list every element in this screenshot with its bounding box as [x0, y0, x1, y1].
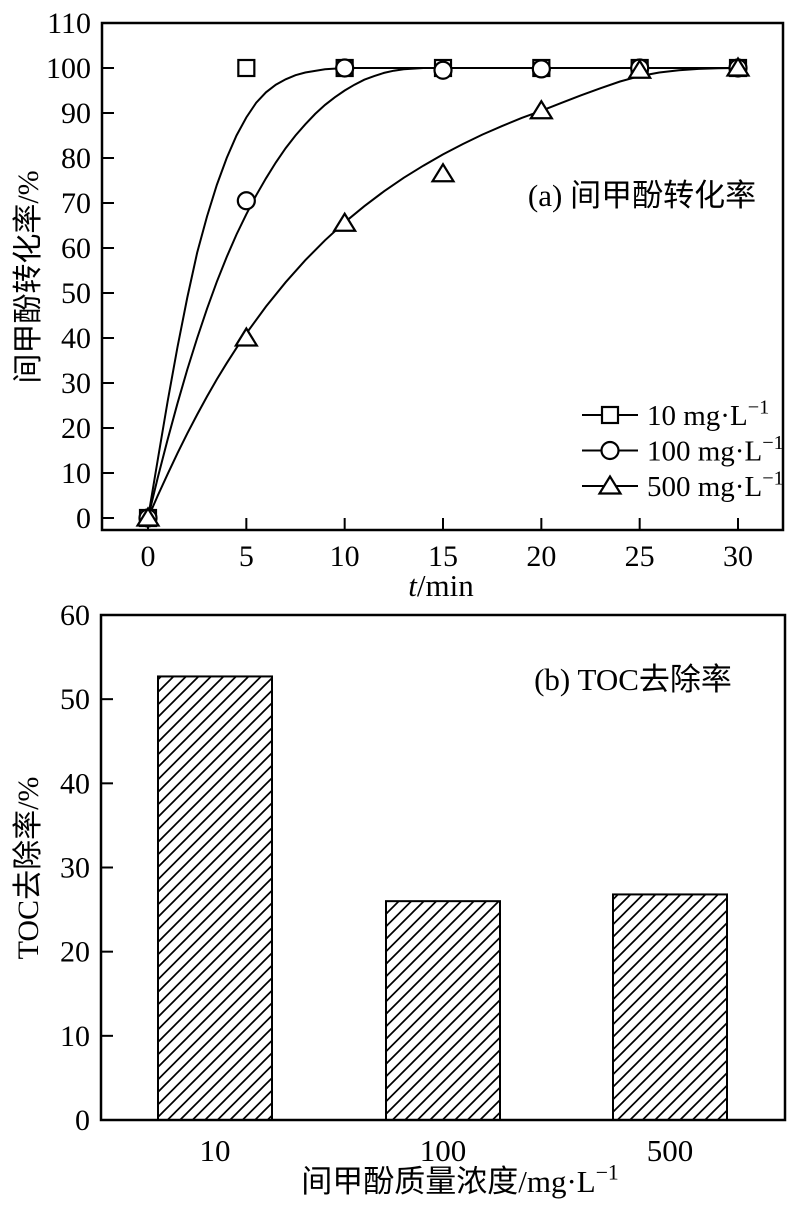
triangle-data-marker: [135, 506, 161, 527]
circle-data-marker: [335, 58, 355, 78]
x-tick-label-a: 0: [141, 540, 156, 573]
y-tick-label-b: 30: [60, 851, 90, 884]
y-tick-label-b: 40: [60, 767, 90, 800]
circle-data-marker: [433, 60, 453, 80]
series-curve-1: [147, 67, 738, 519]
y-tick-label-a: 80: [61, 142, 91, 175]
triangle-data-marker: [430, 162, 456, 183]
y-axis-label-a: 间甲酚转化率/%: [12, 170, 45, 383]
panel-b-title: (b) TOC去除率: [534, 662, 732, 697]
panel-b: 0 10 20 30 40 50 60 10 100 500 (b) TOC去除率 TOC去除率/% 间…: [12, 599, 787, 1199]
triangle-data-marker: [233, 326, 259, 347]
y-tick-label-a: 100: [46, 52, 91, 85]
legend-square-marker: [600, 405, 620, 425]
y-tick-label-a: 50: [61, 277, 91, 310]
x-tick-label-a: 15: [428, 540, 458, 573]
bar-100: [385, 900, 501, 1121]
x-tick-label-a: 20: [526, 540, 556, 573]
circle-data-marker: [531, 59, 551, 79]
y-tick-label-a: 40: [61, 322, 91, 355]
panel-a-title: (a) 间甲酚转化率: [528, 178, 756, 213]
y-tick-label-a: 90: [61, 97, 91, 130]
y-tick-label-a: 30: [61, 367, 91, 400]
y-tick-label-b: 0: [75, 1104, 90, 1137]
square-data-marker: [237, 58, 256, 78]
y-tick-label-b: 50: [60, 683, 90, 716]
x-category-label-b: 100: [420, 1133, 467, 1168]
x-category-label-b: 10: [200, 1133, 231, 1168]
legend-label: 10 mg·L−1: [647, 396, 769, 432]
y-axis-label-b: TOC去除率/%: [12, 777, 45, 960]
x-tick-label-a: 25: [625, 540, 655, 573]
x-category-label-b: 500: [647, 1133, 694, 1168]
x-tick-label-a: 10: [330, 540, 360, 573]
bar-500: [612, 893, 728, 1121]
x-axis-label-a: t/min: [408, 568, 474, 603]
y-tick-label-a: 20: [61, 412, 91, 445]
triangle-data-marker: [627, 58, 653, 79]
legend-triangle-marker: [597, 474, 623, 495]
y-tick-label-a: 70: [61, 187, 91, 220]
circle-data-marker: [236, 191, 256, 211]
y-tick-label-a: 10: [61, 457, 91, 490]
y-tick-label-b: 60: [60, 599, 90, 632]
x-axis-label-b: 间甲酚质量浓度/mg·L−1: [301, 1161, 619, 1199]
panel-a: 0 10 20 30 40 50 60 70 80 90 100 110 0 5 10 15 20 25 30 (a)…: [12, 7, 785, 603]
triangle-data-marker: [528, 99, 554, 120]
y-tick-label-b: 10: [60, 1020, 90, 1053]
triangle-data-marker: [332, 211, 358, 232]
series-curve-0: [147, 67, 738, 519]
legend-circle-marker: [600, 440, 620, 461]
x-tick-label-a: 5: [239, 540, 254, 573]
x-tick-label-a: 30: [723, 540, 753, 573]
legend-label: 100 mg·L−1: [647, 432, 784, 468]
legend-label: 500 mg·L−1: [647, 467, 784, 503]
series-curve-2: [147, 67, 739, 519]
y-tick-label-a: 110: [47, 7, 91, 40]
y-tick-label-a: 0: [76, 502, 91, 535]
y-tick-label-b: 20: [60, 936, 90, 969]
bar-10: [157, 675, 273, 1121]
y-tick-label-a: 60: [61, 232, 91, 265]
triangle-data-marker: [725, 56, 751, 77]
